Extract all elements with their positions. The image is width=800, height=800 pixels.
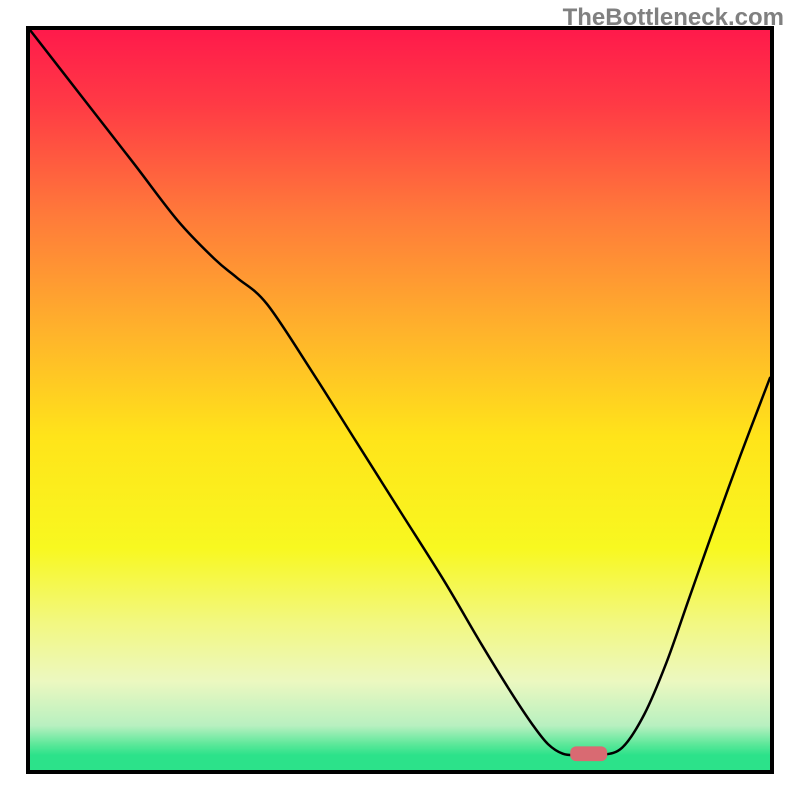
plot-area xyxy=(30,30,770,770)
watermark-text: TheBottleneck.com xyxy=(563,4,784,32)
chart-background xyxy=(30,30,770,770)
optimal-marker xyxy=(570,746,607,761)
chart-container: TheBottleneck.com xyxy=(0,0,800,800)
plot-border xyxy=(26,26,774,774)
chart-svg xyxy=(30,30,770,770)
